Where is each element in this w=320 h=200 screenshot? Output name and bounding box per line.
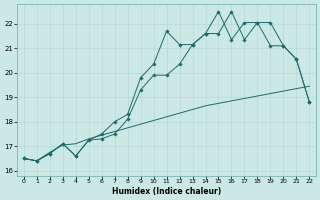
X-axis label: Humidex (Indice chaleur): Humidex (Indice chaleur) (112, 187, 221, 196)
